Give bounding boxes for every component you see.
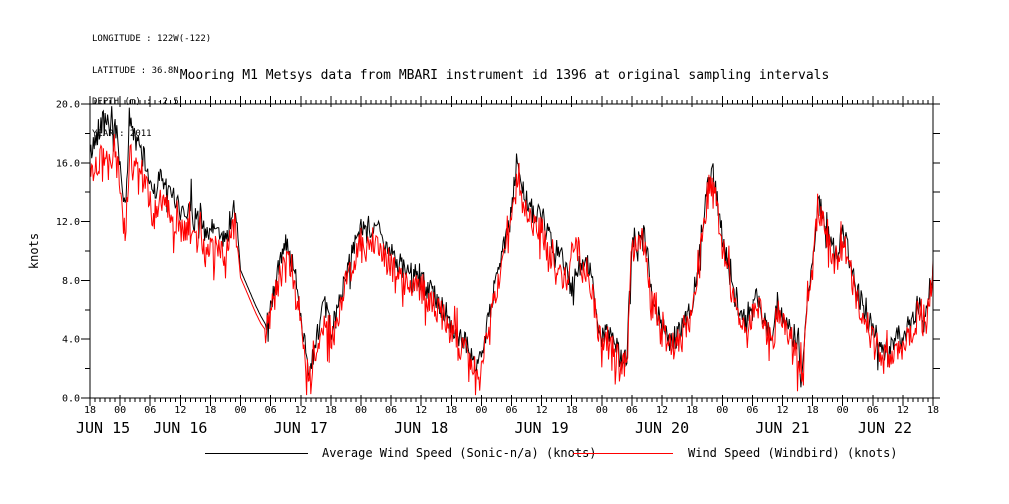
hour-label: 12 [776, 405, 788, 416]
hour-label: 06 [626, 405, 638, 416]
hour-label: 12 [656, 405, 668, 416]
hour-label: 12 [536, 405, 548, 416]
y-tick-label: 4.0 [62, 335, 80, 346]
y-tick-label: 0.0 [62, 394, 80, 405]
hour-label: 06 [385, 405, 397, 416]
date-label: JUN 19 [515, 419, 569, 437]
hour-label: 18 [325, 405, 337, 416]
hour-label: 18 [686, 405, 698, 416]
hour-label: 18 [445, 405, 457, 416]
date-label: JUN 20 [635, 419, 689, 437]
hour-label: 06 [144, 405, 156, 416]
hour-label: 18 [84, 405, 96, 416]
hour-label: 00 [475, 405, 487, 416]
hour-label: 18 [566, 405, 578, 416]
legend-windbird-label: Wind Speed (Windbird) (knots) [688, 446, 898, 460]
plot-frame [89, 103, 934, 399]
sonic-series-line [89, 106, 934, 388]
axes [81, 96, 940, 406]
hour-label: 18 [204, 405, 216, 416]
hour-label: 06 [505, 405, 517, 416]
legend-sonic-label: Average Wind Speed (Sonic-n/a) (knots) [322, 446, 597, 460]
date-label: JUN 16 [153, 419, 207, 437]
hour-label: 00 [235, 405, 247, 416]
y-axis-title: knots [27, 233, 41, 269]
y-tick-label: 16.0 [56, 158, 80, 169]
hour-label: 12 [415, 405, 427, 416]
hour-label: 12 [295, 405, 307, 416]
metadata-latitude: LATITUDE : 36.8N [92, 65, 179, 76]
chart-title: Mooring M1 Metsys data from MBARI instru… [179, 68, 830, 83]
y-tick-label: 20.0 [56, 100, 80, 111]
hour-label: 18 [807, 405, 819, 416]
hour-label: 00 [837, 405, 849, 416]
legend-sonic-line-swatch [205, 453, 308, 454]
date-label: JUN 18 [394, 419, 448, 437]
hour-label: 06 [867, 405, 879, 416]
windbird-series-line [89, 133, 934, 396]
hour-label: 00 [596, 405, 608, 416]
date-label: JUN 21 [755, 419, 809, 437]
date-label: JUN 22 [858, 419, 912, 437]
hour-label: 00 [716, 405, 728, 416]
hour-label: 06 [746, 405, 758, 416]
y-tick-label: 8.0 [62, 276, 80, 287]
metadata-year: YEAR : 2011 [92, 128, 152, 139]
hour-label: 00 [355, 405, 367, 416]
date-label: JUN 15 [76, 419, 130, 437]
hour-label: 06 [265, 405, 277, 416]
hour-label: 00 [114, 405, 126, 416]
metadata-longitude: LONGITUDE : 122W(-122) [92, 34, 212, 44]
hour-label: 12 [174, 405, 186, 416]
y-tick-label: 12.0 [56, 217, 80, 228]
hour-label: 12 [897, 405, 909, 416]
legend-windbird-line-swatch [573, 453, 673, 454]
hour-label: 18 [927, 405, 939, 416]
date-label: JUN 17 [274, 419, 328, 437]
